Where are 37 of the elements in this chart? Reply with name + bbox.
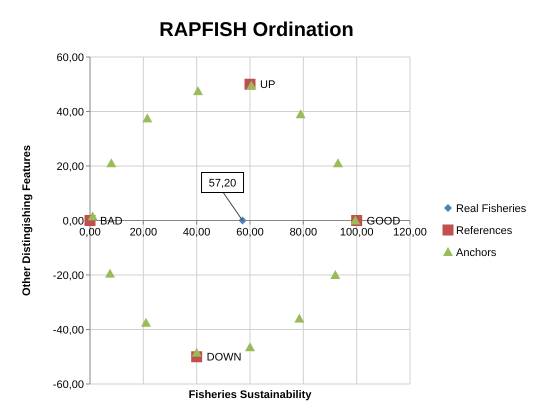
legend-label: Real Fisheries	[456, 202, 527, 215]
y-tick-label: -20,00	[52, 270, 84, 282]
annotation: BAD	[100, 215, 123, 228]
x-tick-label: 20,00	[130, 226, 158, 238]
x-tick-label: 80,00	[290, 226, 318, 238]
annotation: DOWN	[206, 352, 242, 364]
y-tick-label: 40,00	[56, 106, 84, 118]
point	[193, 86, 203, 96]
point	[192, 348, 202, 357]
x-tick-label: 60,00	[236, 226, 264, 238]
point	[106, 158, 116, 168]
y-axis-title: Other Distingishing Features	[21, 145, 33, 296]
annotation: 57,20	[208, 177, 236, 190]
x-tick-label: 100,00	[340, 226, 374, 238]
point	[330, 270, 340, 279]
x-tick-label: 40,00	[182, 226, 210, 238]
y-tick-label: -60,00	[52, 378, 84, 391]
annotation: UP	[260, 79, 276, 92]
point	[333, 158, 343, 168]
chart-title: RAPFISH Ordination	[159, 19, 354, 41]
annotation: GOOD	[366, 215, 400, 228]
y-tick-label: 0,00	[62, 215, 84, 228]
legend-label: Anchors	[456, 246, 497, 259]
point	[296, 109, 306, 118]
point	[105, 268, 115, 278]
point	[142, 113, 152, 122]
y-tick-label: 20,00	[56, 160, 84, 173]
x-tick-label: 0,00	[79, 226, 101, 238]
x-axis-title: Fisheries Sustainability	[188, 389, 312, 401]
x-tick-label: 120,00	[393, 226, 427, 238]
point	[88, 211, 98, 220]
y-tick-label: -40,00	[52, 324, 84, 336]
y-tick-label: 60,00	[56, 52, 84, 64]
point	[245, 342, 255, 352]
point	[294, 314, 304, 323]
point	[141, 318, 151, 327]
legend-label: References	[456, 224, 513, 237]
